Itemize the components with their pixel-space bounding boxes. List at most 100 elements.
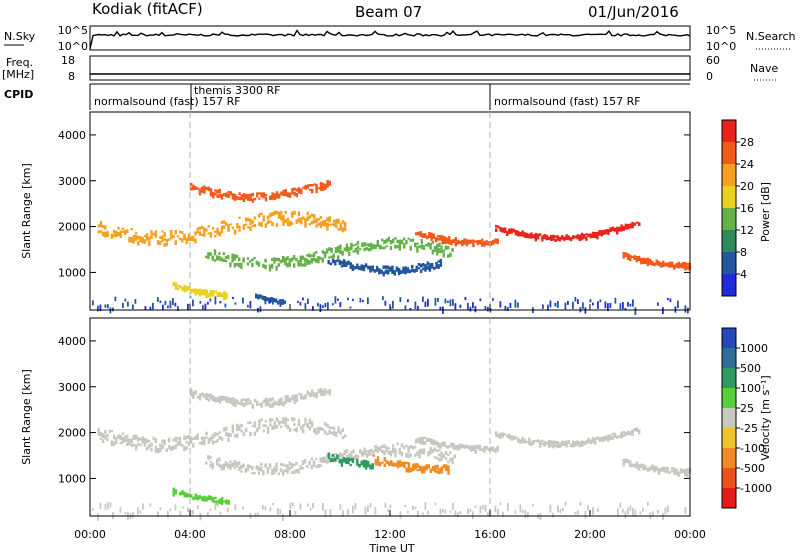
velocity-ground-cell (192, 510, 194, 515)
velocity-cell (229, 465, 232, 470)
power-cell (440, 245, 443, 249)
power-cell (347, 261, 350, 265)
velocity-cell (396, 460, 400, 464)
velocity-ground-cell (539, 513, 542, 521)
velocity-cell (185, 440, 188, 444)
power-cell (207, 225, 210, 228)
velocity-cell (447, 460, 450, 464)
power-ground-cell (132, 304, 134, 310)
cpid-label: CPID (4, 88, 33, 101)
colorbar-swatch (722, 274, 736, 296)
velocity-cell (218, 435, 221, 440)
velocity-cell (154, 445, 158, 450)
power-cell (242, 226, 246, 230)
power-cell (196, 289, 200, 295)
power-ground-cell (662, 307, 664, 315)
velocity-cell (385, 460, 389, 464)
power-cell (174, 286, 178, 290)
velocity-cell (332, 426, 336, 431)
power-cell (313, 220, 316, 224)
velocity-ground-cell (294, 510, 297, 515)
power-cell (244, 217, 248, 222)
freq-label: Freq. (6, 56, 33, 69)
power-cell (430, 232, 433, 238)
power-cell (359, 248, 362, 251)
power-cell (121, 227, 125, 230)
velocity-cell (447, 453, 450, 456)
velocity-cell (273, 400, 276, 406)
velocity-ground-cell (522, 510, 524, 514)
power-cell (152, 232, 155, 236)
power-ground-cell (232, 296, 234, 300)
velocity-ground-cell (629, 505, 632, 511)
velocity-cell (198, 495, 202, 499)
velocity-cell (319, 427, 323, 431)
power-ground-cell (249, 300, 252, 309)
power-ground-cell (484, 306, 487, 310)
power-cell (203, 232, 206, 235)
velocity-cell (403, 446, 406, 450)
power-cell (677, 266, 680, 269)
velocity-ground-cell (624, 511, 627, 519)
power-cell (441, 235, 444, 240)
power-cell (282, 258, 285, 263)
power-cell (194, 186, 197, 190)
power-cell (684, 266, 687, 271)
power-cell (295, 258, 298, 261)
power-cell (600, 233, 603, 237)
power-cell (145, 233, 149, 236)
power-cell (411, 264, 414, 269)
power-cell (275, 210, 279, 215)
power-ground-cell (597, 301, 599, 309)
power-cell (286, 193, 290, 198)
power-cell (448, 238, 451, 243)
power-ground-cell (359, 297, 362, 303)
velocity-ground-cell (354, 502, 357, 510)
power-cell (137, 235, 140, 239)
power-cell (574, 235, 577, 239)
velocity-cell (512, 436, 515, 441)
power-cell (220, 292, 224, 297)
velocity-cell (306, 465, 309, 468)
power-cell (308, 188, 312, 191)
power-cell (192, 239, 195, 242)
power-ground-cell (449, 299, 452, 307)
power-cell (622, 252, 625, 255)
colorbar-tick-label: -500 (740, 462, 765, 475)
power-cell (258, 197, 261, 200)
velocity-cell (330, 426, 334, 430)
velocity-cell (284, 395, 287, 398)
power-cell (154, 230, 158, 235)
velocity-cell (264, 401, 268, 407)
power-ground-cell (609, 302, 612, 309)
power-cell (308, 223, 312, 226)
power-cell (304, 262, 307, 267)
velocity-cell (251, 472, 254, 475)
velocity-cell (407, 469, 411, 473)
power-cell (624, 253, 628, 258)
velocity-cell (383, 463, 386, 467)
velocity-cell (249, 400, 252, 404)
velocity-cell (499, 432, 502, 435)
power-cell (497, 225, 500, 229)
power-cell (541, 235, 544, 238)
velocity-cell (585, 440, 588, 445)
colorbar-swatch (722, 488, 736, 508)
colorbar-swatch (722, 252, 736, 274)
velocity-cell (633, 428, 636, 432)
power-cell (427, 242, 430, 245)
power-cell (432, 233, 435, 238)
velocity-cell (422, 448, 426, 452)
power-cell (235, 254, 239, 258)
power-cell (159, 240, 162, 245)
velocity-cell (178, 442, 182, 446)
velocity-ground-cell (132, 512, 134, 519)
velocity-cell (347, 457, 350, 461)
power-cell (293, 255, 296, 259)
velocity-cell (396, 463, 400, 469)
velocity-cell (238, 467, 241, 471)
power-cell (300, 191, 303, 195)
velocity-cell (275, 462, 278, 468)
power-cell (583, 235, 586, 239)
velocity-cell (218, 431, 221, 434)
